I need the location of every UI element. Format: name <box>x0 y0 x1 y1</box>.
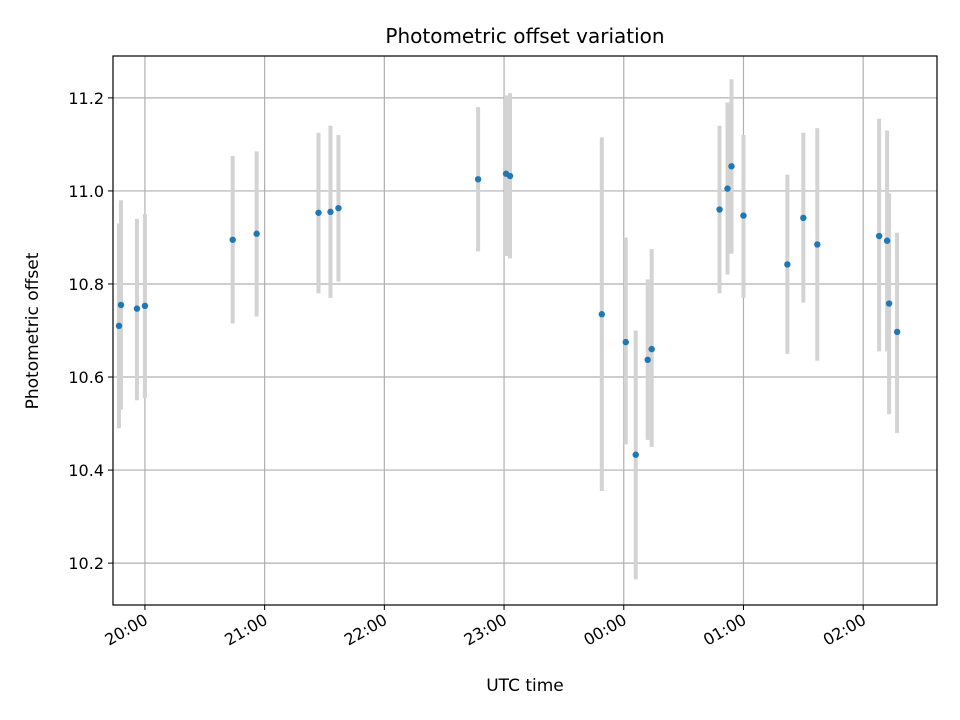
y-tick-label: 10.2 <box>68 554 104 573</box>
data-point <box>506 172 514 180</box>
data-point <box>875 232 883 240</box>
data-point <box>315 209 322 216</box>
data-point <box>253 230 260 237</box>
data-point <box>327 208 334 216</box>
data-point <box>716 206 723 213</box>
data-point <box>883 237 891 244</box>
data-point <box>622 338 629 346</box>
data-point <box>784 261 791 268</box>
y-tick-label: 11.2 <box>68 89 104 108</box>
x-axis-label: UTC time <box>486 676 564 696</box>
data-point <box>229 236 236 243</box>
y-tick-label: 10.6 <box>68 368 104 387</box>
y-tick-label: 10.4 <box>68 461 104 480</box>
data-point <box>885 300 893 307</box>
y-tick-label: 11.0 <box>68 182 104 201</box>
y-axis: 10.2 10.4 10.6 10.8 11.0 11.2 <box>68 89 113 573</box>
data-point <box>814 241 821 248</box>
plot-frame <box>112 55 938 606</box>
data-point <box>728 163 735 170</box>
data-point <box>800 214 807 222</box>
data-point <box>117 301 125 309</box>
data-point <box>133 305 141 312</box>
data-point <box>740 212 747 219</box>
data-point <box>474 176 482 183</box>
chart-title: Photometric offset variation <box>385 24 664 48</box>
data-points <box>115 163 901 458</box>
data-point <box>893 328 901 336</box>
y-axis-label: Photometric offset <box>23 252 43 409</box>
grid <box>113 56 937 605</box>
data-point <box>644 356 651 364</box>
data-point <box>335 204 342 212</box>
data-point <box>724 185 731 192</box>
data-point <box>115 322 123 330</box>
data-point <box>648 345 655 353</box>
data-point <box>632 451 639 458</box>
data-point <box>141 302 149 310</box>
data-point <box>598 311 606 318</box>
y-tick-label: 10.8 <box>68 275 104 294</box>
